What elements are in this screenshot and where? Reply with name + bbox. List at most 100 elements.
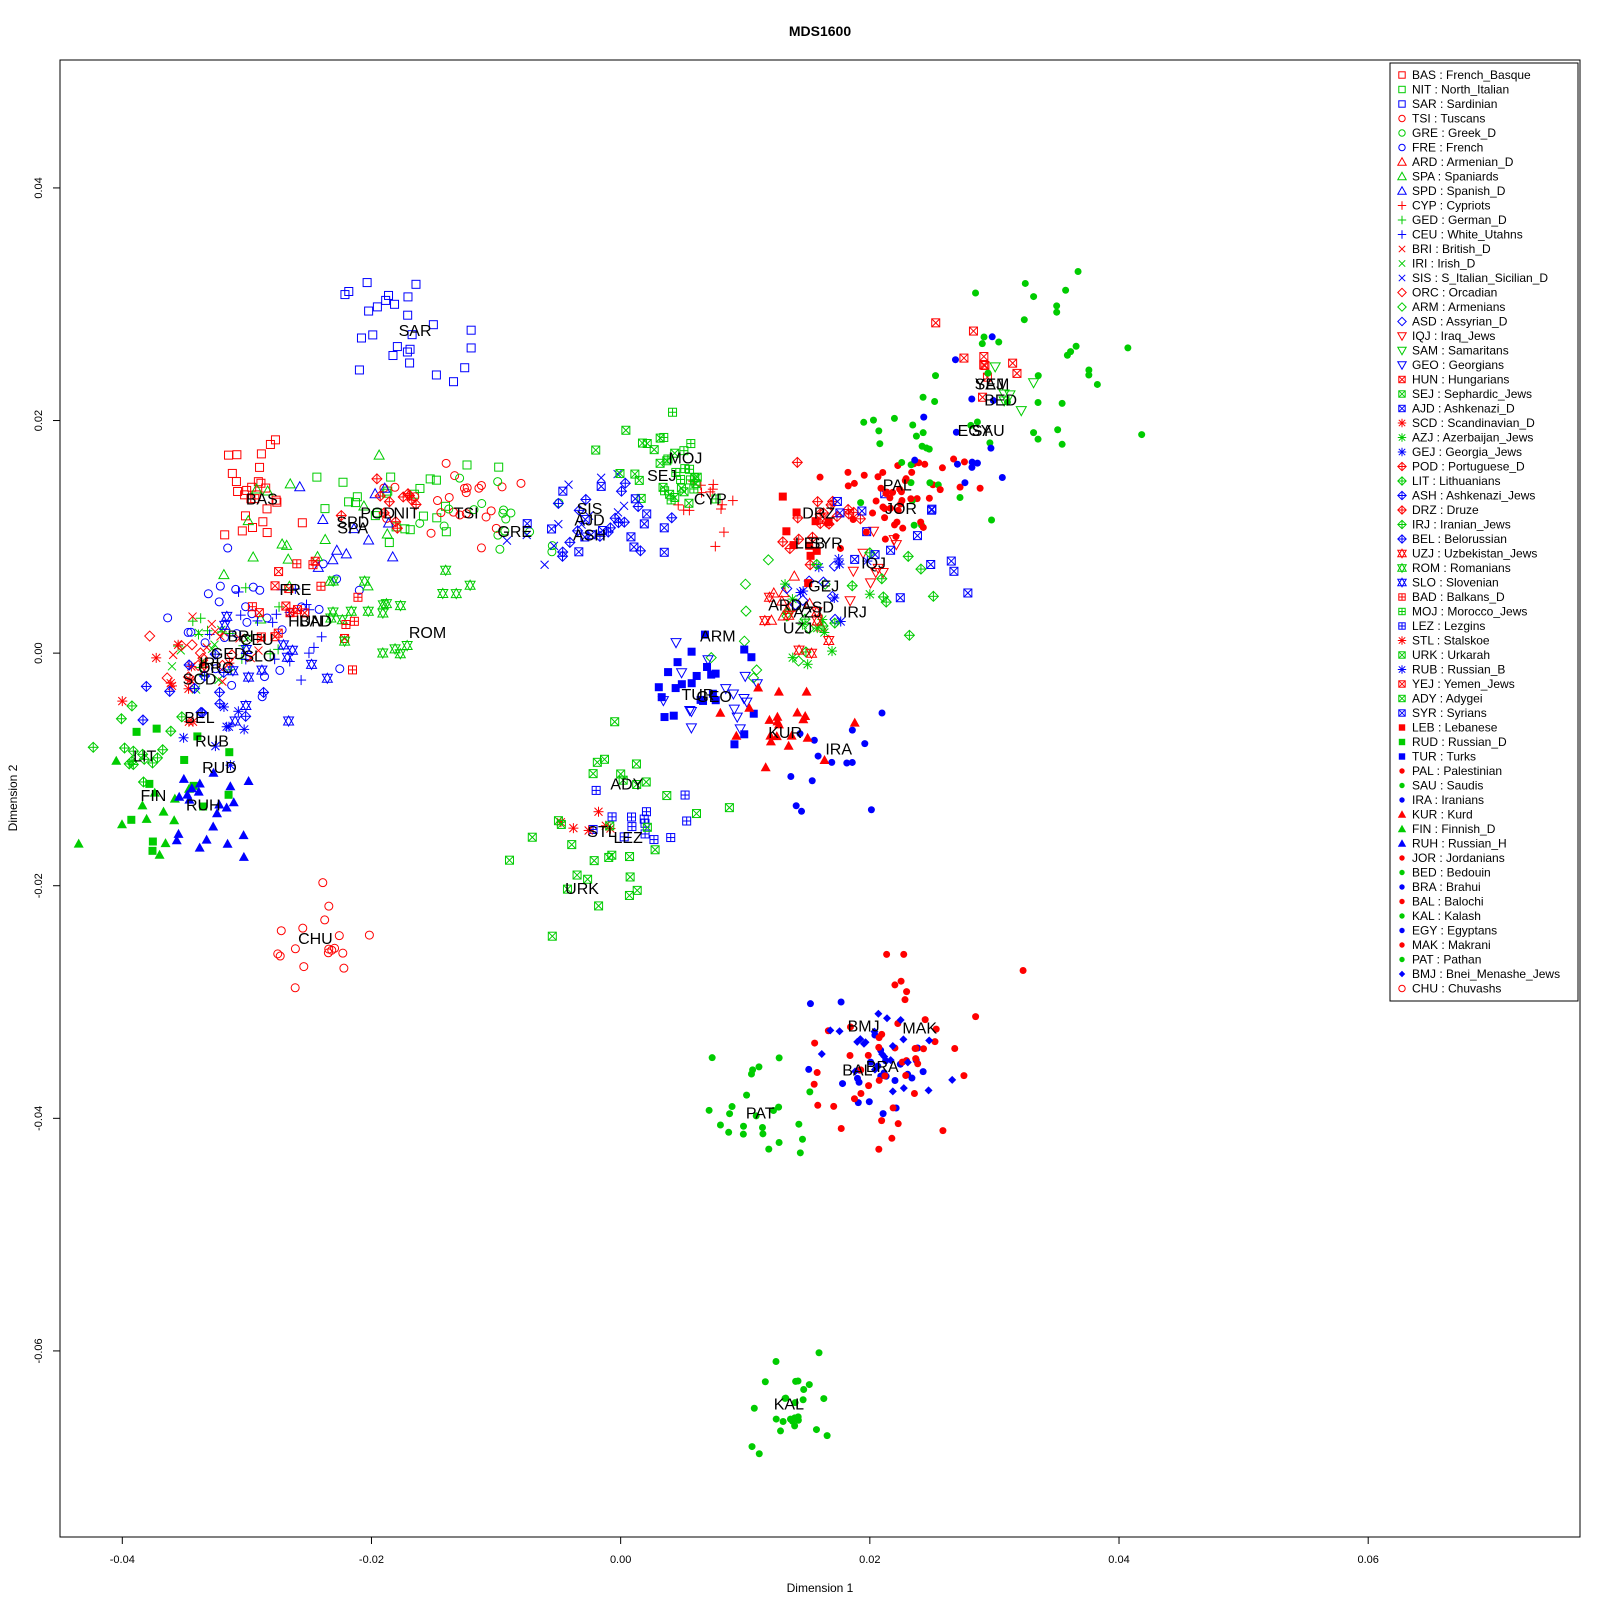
x-tick-label: -0.02 xyxy=(359,1554,384,1566)
data-point xyxy=(946,556,956,566)
data-point xyxy=(812,546,821,555)
chart-title: MDS1600 xyxy=(789,23,851,39)
data-point xyxy=(257,686,270,699)
data-point xyxy=(1030,293,1038,301)
legend-label: LEB : Lebanese xyxy=(1412,721,1498,735)
legend-item: CEU : White_Utahns xyxy=(1397,228,1523,242)
data-point xyxy=(827,646,838,657)
data-point xyxy=(978,392,988,402)
group-label-bel: BEL xyxy=(184,710,214,727)
data-point xyxy=(896,485,904,493)
data-point xyxy=(615,485,628,497)
data-point xyxy=(880,1052,889,1061)
data-point xyxy=(676,474,686,484)
data-point xyxy=(938,464,946,472)
data-point xyxy=(288,607,298,617)
data-point xyxy=(715,707,726,717)
data-point xyxy=(811,517,820,526)
data-point xyxy=(953,460,961,468)
legend-marker xyxy=(1398,694,1406,703)
data-point xyxy=(782,609,795,622)
data-point xyxy=(899,1035,908,1044)
data-point xyxy=(344,497,354,507)
group-label-fin: FIN xyxy=(141,788,167,805)
group-label-asd: ASD xyxy=(801,600,834,617)
group-label-tur: TUR xyxy=(681,687,714,704)
legend-label: NIT : North_Italian xyxy=(1412,83,1509,97)
group-label-spd: SPD xyxy=(336,515,369,532)
data-point xyxy=(358,499,370,511)
data-point xyxy=(1034,435,1042,443)
group-label-moj: MOJ xyxy=(669,451,703,468)
data-point xyxy=(390,299,400,309)
data-point xyxy=(874,473,882,481)
data-point xyxy=(255,585,265,595)
data-point xyxy=(261,484,274,496)
group-label-egy: EGY xyxy=(958,423,992,440)
data-point xyxy=(372,302,382,312)
data-point xyxy=(728,1103,736,1111)
data-point xyxy=(895,593,905,603)
data-point xyxy=(761,1378,769,1386)
legend-marker xyxy=(1396,156,1408,166)
data-point xyxy=(777,536,789,548)
series-slo xyxy=(218,610,334,728)
data-point xyxy=(879,468,887,476)
data-point xyxy=(486,506,496,516)
group-label-ady: ADY xyxy=(610,776,643,793)
data-point xyxy=(870,1065,879,1074)
data-point xyxy=(200,638,210,648)
data-point xyxy=(1008,358,1018,368)
data-point xyxy=(186,783,197,793)
legend-label: PAT : Pathan xyxy=(1412,953,1481,967)
data-point xyxy=(466,325,476,335)
data-point xyxy=(250,482,263,494)
data-point xyxy=(292,559,302,569)
group-label-pat: PAT xyxy=(746,1106,775,1123)
y-tick-label: -0.02 xyxy=(33,873,45,898)
data-point xyxy=(739,1130,747,1138)
data-point xyxy=(240,582,251,593)
data-point xyxy=(914,1060,922,1068)
data-point xyxy=(899,524,907,532)
data-point xyxy=(806,1088,814,1096)
legend-marker xyxy=(1396,577,1408,588)
data-point xyxy=(224,628,235,639)
data-point xyxy=(910,1089,918,1097)
group-label-gre: GRE xyxy=(497,524,532,541)
data-point xyxy=(115,713,128,725)
legend-label: YEJ : Yemen_Jews xyxy=(1412,677,1515,691)
legend-marker xyxy=(1398,71,1406,79)
data-point xyxy=(888,1087,897,1096)
legend-item: URK : Urkarah xyxy=(1398,648,1490,662)
data-point xyxy=(324,944,334,954)
data-point xyxy=(764,714,775,724)
data-point xyxy=(919,1068,927,1076)
data-point xyxy=(788,570,801,581)
data-point xyxy=(255,462,265,472)
data-point xyxy=(749,1066,757,1074)
data-point xyxy=(894,506,902,514)
data-point xyxy=(276,537,288,549)
series-drz xyxy=(777,456,867,571)
data-point xyxy=(811,495,824,508)
group-label-slo: SLO xyxy=(243,648,275,665)
x-tick-label: 0.04 xyxy=(1108,1554,1129,1566)
data-point xyxy=(710,541,721,552)
data-point xyxy=(902,1072,910,1080)
data-point xyxy=(791,1399,799,1407)
data-point xyxy=(816,473,824,481)
group-label-yej: YEJ xyxy=(975,376,1004,393)
data-point xyxy=(224,450,234,460)
data-point xyxy=(1074,267,1082,275)
data-point xyxy=(843,759,851,767)
legend-item: SAM : Samaritans xyxy=(1396,344,1509,358)
data-point xyxy=(668,407,678,417)
data-point xyxy=(247,602,257,612)
legend-marker xyxy=(1399,884,1405,890)
data-point xyxy=(196,707,209,719)
data-point xyxy=(299,962,309,972)
legend-label: SPD : Spanish_D xyxy=(1412,184,1506,198)
data-point xyxy=(705,486,716,497)
data-point xyxy=(659,523,669,533)
